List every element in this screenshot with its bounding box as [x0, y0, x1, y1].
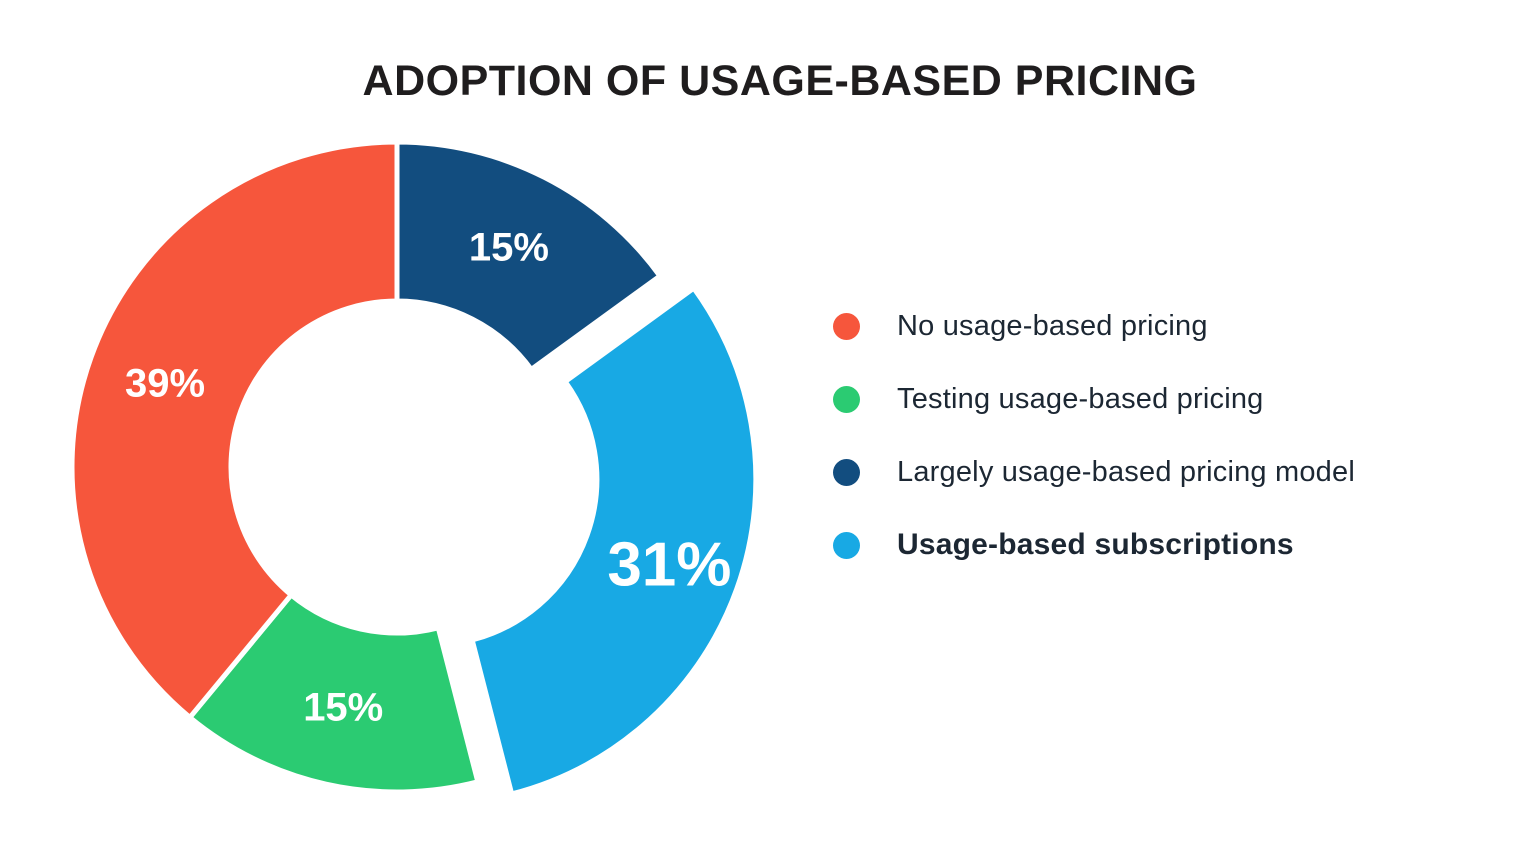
- legend-item: Testing usage-based pricing: [833, 382, 1355, 415]
- legend-item: Usage-based subscriptions: [833, 528, 1355, 561]
- slice-value-label: 31%: [607, 531, 731, 600]
- legend-label: Usage-based subscriptions: [897, 528, 1294, 561]
- donut-slice: [469, 285, 759, 797]
- slice-value-label: 15%: [469, 225, 549, 269]
- legend-dot-icon: [833, 458, 860, 486]
- legend-label: Largely usage-based pricing model: [897, 455, 1355, 488]
- slice-value-label: 15%: [303, 686, 383, 730]
- legend-dot-icon: [833, 385, 860, 413]
- donut-slice: [187, 592, 481, 795]
- slice-value-label: 39%: [125, 362, 205, 406]
- legend-label: No usage-based pricing: [897, 309, 1208, 342]
- donut-slice: [69, 139, 400, 720]
- page-title: ADOPTION OF USAGE-BASED PRICING: [362, 57, 1198, 105]
- donut-slice: [394, 139, 663, 372]
- legend: No usage-based pricing Testing usage-base…: [833, 309, 1355, 604]
- legend-dot-icon: [833, 312, 860, 340]
- legend-label: Testing usage-based pricing: [897, 382, 1264, 415]
- legend-item: No usage-based pricing: [833, 309, 1355, 342]
- legend-dot-icon: [833, 531, 860, 559]
- legend-item: Largely usage-based pricing model: [833, 455, 1355, 488]
